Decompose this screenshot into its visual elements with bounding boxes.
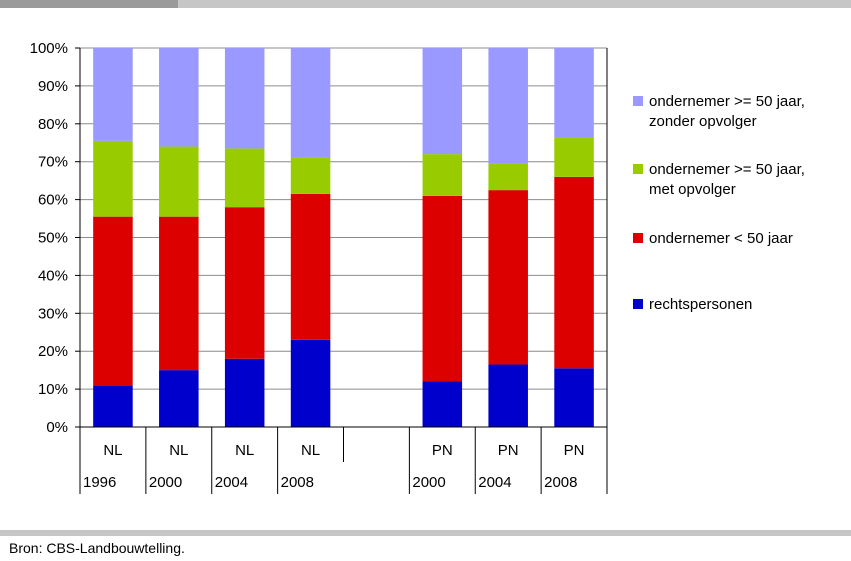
- bar-NL-2004-series-1: [224, 207, 265, 359]
- bar-PN-2004-series-0: [488, 364, 528, 427]
- bar-PN-2000-series-3: [422, 48, 463, 155]
- x-label-region: PN: [432, 442, 453, 459]
- bar-PN-2000-series-2: [422, 154, 463, 196]
- bar-NL-2008-series-3: [290, 48, 331, 158]
- source-note: Bron: CBS-Landbouwtelling.: [9, 540, 185, 556]
- top-divider: [0, 0, 851, 8]
- y-tick-label: 90%: [38, 78, 68, 95]
- x-label-region: NL: [301, 442, 320, 459]
- legend-label: rechtspersonen: [649, 296, 752, 313]
- bar-NL-2004-series-0: [224, 358, 265, 427]
- legend-label: ondernemer < 50 jaar: [649, 230, 793, 247]
- legend-label: met opvolger: [649, 181, 736, 198]
- bottom-divider: [0, 530, 851, 536]
- y-tick-label: 60%: [38, 192, 68, 209]
- legend: ondernemer >= 50 jaar, zonder opvolger ond…: [633, 93, 805, 313]
- bar-NL-2008-series-0: [290, 339, 331, 427]
- x-label-year: 2004: [478, 474, 511, 491]
- x-axis-labels: NL 1996 NL 2000 NL 2004 NL 2008 PN 2000 PN 2004 PN 20…: [83, 427, 584, 494]
- bar-NL-2000-series-0: [159, 370, 199, 427]
- bar-NL-2004-series-3: [224, 48, 265, 149]
- x-label-year: 2008: [281, 474, 314, 491]
- bar-PN-2004-series-2: [488, 163, 528, 191]
- legend-label: ondernemer >= 50 jaar,: [649, 161, 805, 178]
- y-tick-label: 10%: [38, 381, 68, 398]
- stacked-bar-chart: 0% 10% 20% 30% 40% 50% 60% 70% 80% 90% 100% NL 1996…: [30, 40, 805, 494]
- y-tick-label: 50%: [38, 230, 68, 247]
- legend-swatch: [633, 164, 643, 174]
- x-label-region: PN: [564, 442, 585, 459]
- bar-NL-1996-series-2: [93, 140, 133, 217]
- x-label-region: PN: [498, 442, 519, 459]
- y-tick-label: 80%: [38, 116, 68, 133]
- y-tick-label: 20%: [38, 343, 68, 360]
- legend-label: ondernemer >= 50 jaar,: [649, 93, 805, 110]
- bar-PN-2000-series-0: [422, 381, 463, 427]
- legend-swatch: [633, 299, 643, 309]
- bar-PN-2004-series-1: [488, 190, 528, 365]
- y-tick-label: 100%: [30, 40, 68, 57]
- bar-NL-2000-series-2: [159, 146, 199, 217]
- bar-PN-2008-series-0: [554, 368, 594, 427]
- x-label-year: 2000: [149, 474, 182, 491]
- x-label-year: 1996: [83, 474, 116, 491]
- x-label-region: NL: [169, 442, 188, 459]
- bar-PN-2004-series-3: [488, 48, 528, 164]
- y-tick-label: 0%: [46, 419, 68, 436]
- x-label-year: 2004: [215, 474, 248, 491]
- y-tick-label: 40%: [38, 267, 68, 284]
- top-divider-tab: [0, 0, 178, 8]
- bar-NL-2008-series-1: [290, 193, 331, 340]
- bar-NL-2004-series-2: [224, 148, 265, 208]
- bar-NL-1996-series-3: [93, 48, 133, 141]
- x-label-region: NL: [235, 442, 254, 459]
- y-axis-ticks: 0% 10% 20% 30% 40% 50% 60% 70% 80% 90% 100%: [30, 40, 80, 436]
- y-tick-label: 70%: [38, 154, 68, 171]
- x-label-region: NL: [103, 442, 122, 459]
- x-label-year: 2008: [544, 474, 577, 491]
- bar-NL-2000-series-1: [159, 216, 199, 371]
- legend-label: zonder opvolger: [649, 113, 757, 130]
- legend-swatch: [633, 96, 643, 106]
- y-tick-label: 30%: [38, 305, 68, 322]
- bar-NL-2000-series-3: [159, 48, 199, 147]
- bar-PN-2008-series-1: [554, 176, 594, 369]
- x-label-year: 2000: [412, 474, 445, 491]
- bar-NL-1996-series-1: [93, 216, 133, 386]
- bars: [93, 48, 594, 427]
- bar-PN-2000-series-1: [422, 195, 463, 382]
- bar-NL-1996-series-0: [93, 385, 133, 427]
- bar-NL-2008-series-2: [290, 157, 331, 194]
- legend-swatch: [633, 233, 643, 243]
- bar-PN-2008-series-3: [554, 48, 594, 138]
- bar-PN-2008-series-2: [554, 137, 594, 177]
